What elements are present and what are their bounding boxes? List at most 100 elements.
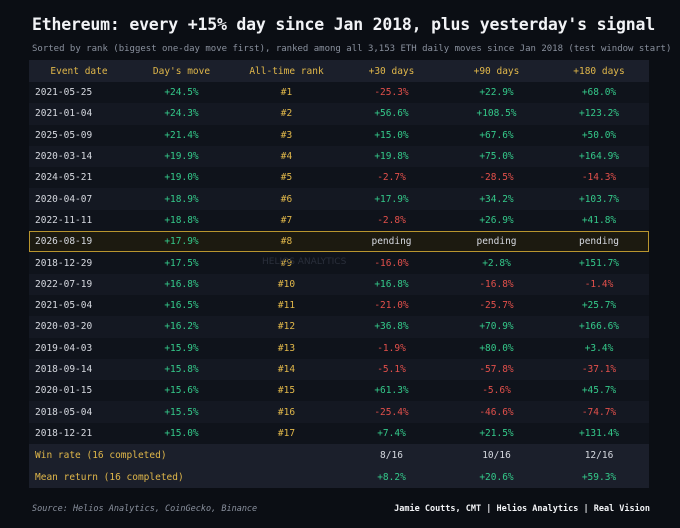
return-180d-cell: +103.7% <box>578 193 620 205</box>
move-cell: +18.9% <box>164 193 199 205</box>
move-cell: +24.5% <box>164 87 199 99</box>
return-90d-cell: -16.8% <box>479 278 514 290</box>
column-header: All-time rank <box>249 65 324 77</box>
return-180d-cell: +166.6% <box>578 321 620 333</box>
return-90d-cell: +21.5% <box>479 427 514 439</box>
date-cell: 2020-04-07 <box>35 193 93 205</box>
rank-cell: #7 <box>280 214 293 226</box>
return-180d-cell: +41.8% <box>581 214 617 226</box>
date-cell: 2020-01-15 <box>35 385 93 397</box>
date-cell: 2020-03-14 <box>35 151 93 163</box>
rank-cell: #11 <box>277 300 296 312</box>
column-header: Event date <box>50 65 108 77</box>
table-row: 2020-01-15 +15.6% #15 +61.3% -5.6% +45.7% <box>29 380 649 402</box>
table-row: 2018-05-04 +15.5% #16 -25.4% -46.6% -74.7% <box>29 401 649 423</box>
summary-d180-value: 12/16 <box>584 449 614 461</box>
watermark: HELIOS ANALYTICS <box>262 257 347 267</box>
source-note: Source: Helios Analytics, CoinGecko, Bin… <box>32 504 258 514</box>
return-90d-cell: -57.8% <box>479 364 514 375</box>
summary-d180-value: +59.3% <box>581 471 617 483</box>
summary-d30-value: +8.2% <box>377 471 406 483</box>
return-30d-cell: -5.1% <box>377 364 406 375</box>
return-30d-cell: -21.0% <box>374 300 409 312</box>
return-30d-cell: -16.0% <box>374 257 409 269</box>
rank-cell: #13 <box>277 342 296 354</box>
rank-cell: #12 <box>277 321 296 333</box>
column-header: Day's move <box>152 65 211 77</box>
date-cell: 2020-03-20 <box>35 321 93 333</box>
return-30d-cell: +17.9% <box>374 193 409 205</box>
table-row: 2020-03-14 +19.9% #4 +19.8% +75.0% +164.9% <box>29 145 649 168</box>
move-cell: +17.5% <box>164 257 199 269</box>
events-table: Event date Day's move All-time rank +30 day… <box>29 60 649 489</box>
date-cell: 2026-08-19 <box>35 236 93 248</box>
return-90d-cell: +67.6% <box>479 129 514 141</box>
rank-cell: #5 <box>280 172 293 184</box>
table-row: 2018-09-14 +15.8% #14 -5.1% -57.8% -37.1% <box>29 358 649 381</box>
events-table-container: Event date Day's move All-time rank +30 day… <box>29 60 649 489</box>
rank-cell: #6 <box>280 193 293 205</box>
move-cell: +18.8% <box>164 214 199 226</box>
date-cell: 2018-09-14 <box>35 364 93 375</box>
date-cell: 2022-11-11 <box>35 214 93 226</box>
column-header: +30 days <box>368 65 415 77</box>
table-body: 2021-05-25 +24.5% #1 -25.3% +22.9% +68.0% 2021… <box>29 82 649 445</box>
date-cell: 2024-05-21 <box>35 172 93 184</box>
return-180d-cell: +68.0% <box>581 87 617 99</box>
return-180d-cell: -1.4% <box>584 278 614 290</box>
table-summary: Win rate (16 completed) 8/16 10/16 12/16 Mea… <box>29 444 649 489</box>
date-cell: 2018-12-29 <box>35 257 93 269</box>
date-cell: 2021-05-04 <box>35 300 93 312</box>
table-row: 2021-05-25 +24.5% #1 -25.3% +22.9% +68.0% <box>29 82 649 104</box>
table-row: 2021-05-04 +16.5% #11 -21.0% -25.7% +25.7% <box>29 294 649 317</box>
return-30d-cell: +61.3% <box>374 385 409 397</box>
return-180d-cell: +123.2% <box>578 108 620 120</box>
return-90d-cell: -28.5% <box>479 172 514 184</box>
return-180d-cell: +131.4% <box>578 427 620 439</box>
rank-cell: #10 <box>277 278 296 290</box>
return-90d-cell: +108.5% <box>476 108 517 120</box>
date-cell: 2018-05-04 <box>35 406 93 418</box>
return-90d-cell: pending <box>476 236 517 248</box>
table-row: 2024-05-21 +19.0% #5 -2.7% -28.5% -14.3% <box>29 167 649 189</box>
rank-cell: #16 <box>277 406 296 418</box>
return-180d-cell: pending <box>578 236 620 248</box>
return-180d-cell: +25.7% <box>581 300 617 312</box>
return-30d-cell: +15.0% <box>374 129 409 141</box>
table-row: 2018-12-29 +17.5% #9 -16.0% +2.8% +151.7% <box>29 252 649 274</box>
return-30d-cell: +56.6% <box>374 108 409 120</box>
credit-line: Jamie Coutts, CMT | Helios Analytics | R… <box>394 504 650 514</box>
summary-d90-value: +20.6% <box>479 471 514 483</box>
summary-label: Win rate (16 completed) <box>35 449 167 461</box>
move-cell: +19.0% <box>164 172 199 184</box>
return-30d-cell: +19.8% <box>374 151 409 163</box>
return-90d-cell: -5.6% <box>482 385 511 397</box>
return-30d-cell: +36.8% <box>374 321 409 333</box>
return-90d-cell: +2.8% <box>482 257 511 269</box>
column-header: +90 days <box>473 65 520 77</box>
rank-cell: #8 <box>280 236 293 248</box>
table-row: 2025-05-09 +21.4% #3 +15.0% +67.6% +50.0% <box>29 124 649 146</box>
return-90d-cell: +34.2% <box>479 193 514 205</box>
table-row-highlighted: 2026-08-19 +17.9% #8 pending pending pending <box>29 231 649 253</box>
return-90d-cell: +26.9% <box>479 214 514 226</box>
return-180d-cell: -74.7% <box>581 406 617 418</box>
table-row: 2021-01-04 +24.3% #2 +56.6% +108.5% +123.2% <box>29 103 649 125</box>
rank-cell: #17 <box>277 427 296 439</box>
return-90d-cell: +22.9% <box>479 87 514 99</box>
summary-d90-value: 10/16 <box>482 449 511 461</box>
return-30d-cell: -25.4% <box>374 406 409 418</box>
return-90d-cell: +80.0% <box>479 342 514 354</box>
return-180d-cell: -37.1% <box>581 364 617 375</box>
header-row: Event date Day's move All-time rank +30 day… <box>29 60 649 82</box>
rank-cell: #9 <box>280 257 293 269</box>
rank-cell: #4 <box>280 151 293 163</box>
move-cell: +16.8% <box>164 278 199 290</box>
date-cell: 2021-01-04 <box>35 108 93 120</box>
return-30d-cell: -25.3% <box>374 87 409 99</box>
table-header: Event date Day's move All-time rank +30 day… <box>29 60 649 82</box>
table-row: 2022-11-11 +18.8% #7 -2.8% +26.9% +41.8% <box>29 209 649 232</box>
table-row: 2020-03-20 +16.2% #12 +36.8% +70.9% +166.6% <box>29 316 649 338</box>
return-90d-cell: +75.0% <box>479 151 514 163</box>
return-30d-cell: -2.7% <box>377 172 406 184</box>
